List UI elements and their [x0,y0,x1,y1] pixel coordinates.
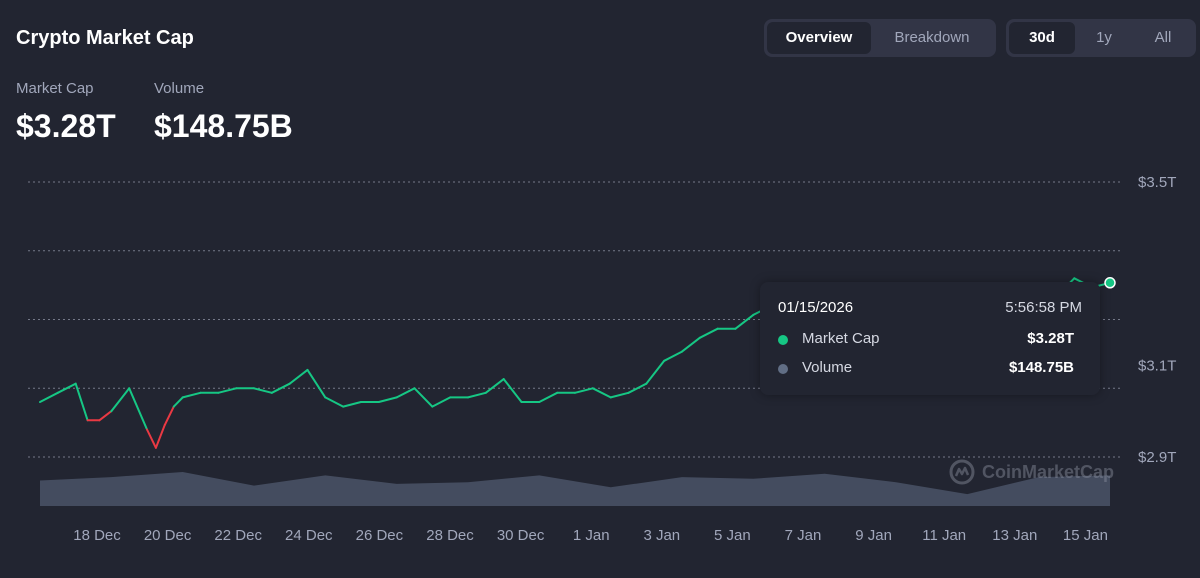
view-toggle: Overview Breakdown [764,19,996,57]
market-cap-line-segment [270,382,291,394]
market-cap-line-segment [663,350,683,362]
tab-breakdown[interactable]: Breakdown [894,29,970,46]
market-cap-line-segment [342,401,362,408]
x-tick-label: 3 Jan [643,527,680,544]
range-toggle: 30d 1y All [1006,19,1196,57]
x-tick-label: 28 Dec [426,527,474,544]
x-tick-label: 15 Jan [1063,527,1108,544]
y-tick-label: $3.5T [1138,174,1176,191]
tooltip-date: 01/15/2026 [778,299,854,316]
market-cap-line-segment [154,423,166,449]
y-tick-label: $3.1T [1138,357,1176,374]
tooltip-time: 5:56:58 PM [1005,299,1082,316]
market-cap-line-segment [217,387,238,394]
market-cap-line-segment [253,387,273,394]
market-cap-line-segment [591,387,612,399]
watermark-text: CoinMarketCap [982,461,1115,482]
market-cap-line-segment [645,359,666,385]
range-all[interactable]: All [1154,29,1172,46]
coinmarketcap-watermark: CoinMarketCap [948,458,1114,486]
x-tick-label: 9 Jan [855,527,892,544]
market-cap-dot-icon [778,335,788,345]
tooltip-volume-value: $148.75B [1008,359,1074,376]
market-cap-line-segment [538,391,559,403]
market-cap-line-segment [110,387,131,413]
market-cap-line-segment [681,336,701,353]
market-cap-line-segment [74,382,89,422]
market-cap-line-segment [324,396,345,408]
market-cap-line-segment [288,368,309,385]
market-cap-line-segment [467,391,487,399]
market-cap-line-segment [395,387,416,399]
market-cap-line-segment [484,378,505,394]
x-tick-label: 13 Jan [992,527,1037,544]
market-cap-line-segment [734,313,755,330]
y-tick-label: $2.9T [1138,449,1176,466]
market-cap-line-segment [502,378,523,403]
x-tick-label: 20 Dec [144,527,192,544]
range-1y[interactable]: 1y [1096,29,1112,46]
market-cap-line-segment [377,396,398,403]
tooltip-row-market-cap: Market Cap $3.28T [778,330,1074,350]
market-cap-line-segment [431,396,452,408]
x-tick-label: 22 Dec [214,527,262,544]
market-cap-line-segment [172,396,184,408]
market-cap-value: $3.28T [16,108,116,144]
market-cap-line-segment [627,382,648,394]
market-cap-line-segment [181,391,202,399]
volume-label: Volume [154,80,205,97]
market-cap-line-segment [574,387,594,394]
tooltip-row-volume: Volume $148.75B [778,359,1074,379]
tab-overview[interactable]: Overview [767,22,871,54]
market-cap-line-segment [128,387,148,431]
volume-value: $148.75B [154,108,293,144]
market-cap-line-segment [306,368,327,399]
x-tick-label: 1 Jan [573,527,610,544]
tooltip-market-cap-label: Market Cap [802,330,880,347]
range-30d[interactable]: 30d [1009,22,1075,54]
tooltip-market-cap-value: $3.28T [1027,330,1074,347]
market-cap-line-segment [56,382,77,394]
market-cap-line-segment [146,428,157,449]
x-tick-label: 24 Dec [285,527,333,544]
market-cap-line-segment [609,391,630,399]
x-tick-label: 18 Dec [73,527,121,544]
x-tick-label: 5 Jan [714,527,751,544]
volume-dot-icon [778,364,788,374]
market-cap-line-segment [413,387,434,408]
market-cap-line-segment [163,405,175,426]
coinmarketcap-logo-icon [949,459,975,485]
market-cap-line-segment [698,327,719,339]
hover-point [1104,277,1116,289]
market-cap-label: Market Cap [16,80,94,97]
page-title: Crypto Market Cap [16,27,194,49]
x-tick-label: 11 Jan [922,527,966,544]
x-tick-label: 30 Dec [497,527,545,544]
volume-area [40,472,1110,506]
chart-tooltip: 01/15/2026 5:56:58 PM Market Cap $3.28T … [760,282,1100,395]
market-cap-line-segment [39,391,59,403]
x-tick-label: 26 Dec [356,527,404,544]
tooltip-volume-label: Volume [802,359,853,376]
x-tick-label: 7 Jan [785,527,822,544]
market-cap-line-segment [98,410,113,422]
